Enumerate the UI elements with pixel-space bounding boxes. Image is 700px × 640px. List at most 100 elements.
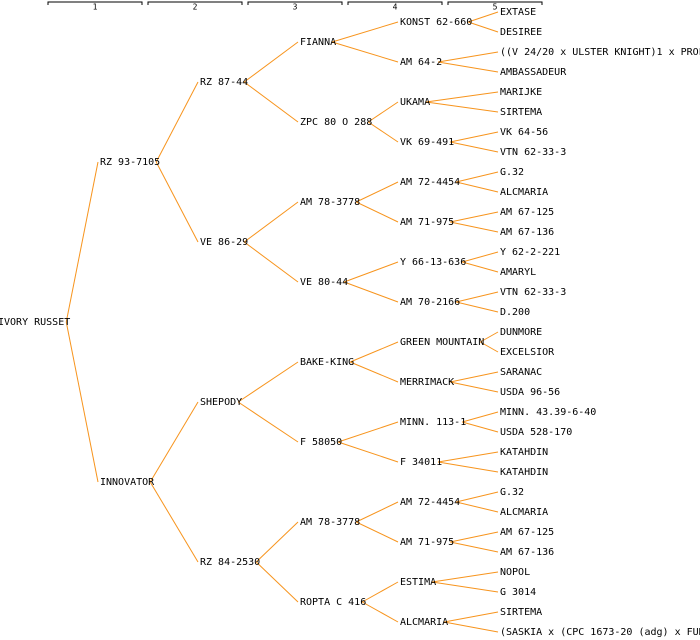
edge: [337, 421, 399, 443]
node-label: IVORY RUSSET: [0, 317, 70, 328]
edge: [450, 371, 499, 383]
node-label: AM 64-2: [400, 57, 442, 68]
node-label: NOPOL: [500, 567, 530, 578]
edge: [361, 601, 399, 623]
edge: [462, 421, 499, 433]
node-label: FIANNA: [300, 37, 336, 48]
edge: [438, 461, 499, 473]
edge: [450, 531, 499, 543]
edge: [65, 321, 99, 483]
node-label: VK 64-56: [500, 127, 548, 138]
edge: [356, 521, 399, 543]
edge: [456, 301, 499, 313]
edge: [255, 521, 299, 563]
node-label: KATAHDIN: [500, 447, 548, 458]
edge: [65, 161, 99, 323]
header-label: 2: [193, 3, 198, 12]
node-label: ESTIMA: [400, 577, 436, 588]
node-label: AM 72-4454: [400, 177, 460, 188]
node-label: AM 71-975: [400, 217, 454, 228]
node-label: INNOVATOR: [100, 477, 155, 488]
node-label: F 58050: [300, 437, 342, 448]
edge: [243, 41, 299, 83]
node-label: VE 80-44: [300, 277, 348, 288]
edge: [243, 201, 299, 243]
edge: [331, 21, 399, 43]
edge: [480, 331, 499, 343]
node-label: AM 67-136: [500, 227, 554, 238]
edge: [331, 41, 399, 63]
node-label: ((V 24/20 x ULSTER KNIGHT)1 x PROF: [500, 47, 700, 58]
edge: [349, 341, 399, 363]
edge: [456, 501, 499, 513]
node-label: AM 72-4454: [400, 497, 460, 508]
header-bracket: [47, 1, 143, 5]
node-label: VK 69-491: [400, 137, 454, 148]
edge: [155, 81, 199, 163]
header-label: 3: [293, 3, 298, 12]
node-label: G 3014: [500, 587, 536, 598]
node-label: USDA 96-56: [500, 387, 560, 398]
header-bracket: [447, 1, 543, 5]
edge: [343, 261, 399, 283]
node-label: ALCMARIA: [500, 187, 548, 198]
node-label: SIRTEMA: [500, 107, 542, 118]
node-label: F 34011: [400, 457, 442, 468]
node-label: SARANAC: [500, 367, 542, 378]
node-label: KATAHDIN: [500, 467, 548, 478]
edge: [450, 211, 499, 223]
edge: [343, 281, 399, 303]
node-label: GREEN MOUNTAIN: [400, 337, 484, 348]
node-label: RZ 93-7105: [100, 157, 160, 168]
node-label: MINN. 43.39-6-40: [500, 407, 596, 418]
header-bracket: [147, 1, 243, 5]
edge: [450, 381, 499, 393]
node-label: Y 66-13-636: [400, 257, 466, 268]
edge: [237, 361, 299, 403]
node-label: ROPTA C 416: [300, 597, 366, 608]
node-label: AM 71-975: [400, 537, 454, 548]
node-label: RZ 84-2530: [200, 557, 260, 568]
edge: [450, 221, 499, 233]
edge: [426, 91, 499, 103]
edge: [149, 401, 199, 483]
edge: [444, 621, 499, 633]
node-label: Y 62-2-221: [500, 247, 560, 258]
node-label: AM 78-3778: [300, 517, 360, 528]
node-label: VE 86-29: [200, 237, 248, 248]
edge: [432, 581, 499, 593]
node-label: EXTASE: [500, 7, 536, 18]
header-bracket: [347, 1, 443, 5]
node-label: DUNMORE: [500, 327, 542, 338]
edge: [438, 61, 499, 73]
edge: [356, 501, 399, 523]
node-label: G.32: [500, 167, 524, 178]
edge: [356, 181, 399, 203]
edge: [444, 611, 499, 623]
edge: [450, 141, 499, 153]
edge: [426, 101, 499, 113]
edge: [480, 341, 499, 353]
edge: [243, 81, 299, 123]
node-label: KONST 62-660: [400, 17, 472, 28]
node-label: AMARYL: [500, 267, 536, 278]
node-label: UKAMA: [400, 97, 430, 108]
node-label: BAKE-KING: [300, 357, 354, 368]
edge: [155, 161, 199, 243]
node-label: RZ 87-44: [200, 77, 248, 88]
node-label: SIRTEMA: [500, 607, 542, 618]
edge: [468, 11, 499, 23]
edge: [462, 411, 499, 423]
node-label: AM 67-136: [500, 547, 554, 558]
node-label: AM 67-125: [500, 527, 554, 538]
header-label: 5: [493, 3, 498, 12]
node-label: ZPC 80 O 288: [300, 117, 372, 128]
node-label: VTN 62-33-3: [500, 287, 566, 298]
edge: [456, 171, 499, 183]
node-label: D.200: [500, 307, 530, 318]
edge: [255, 561, 299, 603]
edge: [149, 481, 199, 563]
node-label: AM 78-3778: [300, 197, 360, 208]
node-label: MERRIMACK: [400, 377, 454, 388]
edge: [468, 21, 499, 33]
